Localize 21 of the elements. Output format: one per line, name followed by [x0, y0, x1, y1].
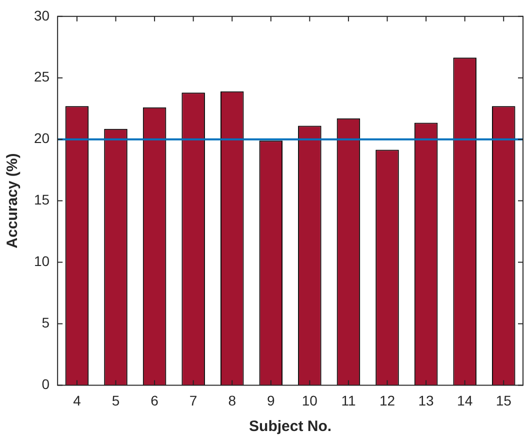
x-tick-label: 7 [189, 392, 198, 408]
y-tick-label: 10 [34, 253, 50, 270]
y-axis-title: Accuracy (%) [4, 153, 22, 248]
x-tick-label: 11 [341, 392, 356, 408]
y-tick-label: 20 [34, 130, 50, 146]
y-tick-label: 30 [34, 7, 50, 24]
x-tick-label: 13 [418, 392, 434, 408]
x-tick-label: 14 [457, 392, 473, 408]
x-tick-label: 8 [228, 392, 236, 408]
y-tick-label: 5 [42, 314, 50, 331]
x-tick-label: 6 [150, 392, 159, 408]
y-tick-label: 0 [42, 376, 50, 392]
x-tick-label: 12 [379, 392, 396, 408]
x-tick-label: 9 [266, 392, 275, 408]
y-tick-label: 15 [34, 192, 50, 208]
x-tick-label: 10 [302, 392, 318, 408]
y-tick-label: 25 [34, 68, 50, 85]
x-tick-label: 4 [73, 392, 82, 408]
x-tick-label: 5 [112, 392, 120, 408]
x-axis-title: Subject No. [249, 418, 332, 436]
x-tick-label: 15 [496, 392, 512, 408]
